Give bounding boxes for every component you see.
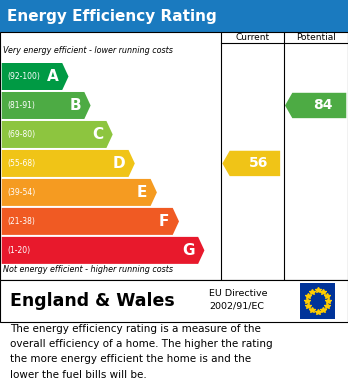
Text: (55-68): (55-68) — [7, 159, 35, 168]
Text: (21-38): (21-38) — [7, 217, 35, 226]
Text: D: D — [112, 156, 125, 171]
Text: 84: 84 — [313, 99, 333, 113]
Text: Energy Efficiency Rating: Energy Efficiency Rating — [7, 9, 217, 23]
Text: Not energy efficient - higher running costs: Not energy efficient - higher running co… — [3, 265, 174, 274]
Polygon shape — [2, 179, 157, 206]
Text: E: E — [137, 185, 147, 200]
Polygon shape — [2, 121, 113, 148]
Text: (39-54): (39-54) — [7, 188, 35, 197]
Text: (92-100): (92-100) — [7, 72, 40, 81]
Text: C: C — [92, 127, 103, 142]
Polygon shape — [2, 150, 135, 177]
Polygon shape — [222, 151, 280, 176]
Polygon shape — [285, 93, 346, 118]
Text: The energy efficiency rating is a measure of the
overall efficiency of a home. T: The energy efficiency rating is a measur… — [10, 324, 273, 380]
Text: A: A — [47, 69, 59, 84]
Text: F: F — [159, 214, 169, 229]
Polygon shape — [2, 208, 179, 235]
Text: England & Wales: England & Wales — [10, 292, 175, 310]
Text: 56: 56 — [249, 156, 268, 170]
Polygon shape — [2, 63, 69, 90]
Text: (69-80): (69-80) — [7, 130, 35, 139]
Text: G: G — [182, 243, 195, 258]
Text: Current: Current — [235, 33, 269, 42]
Text: Very energy efficient - lower running costs: Very energy efficient - lower running co… — [3, 46, 173, 55]
Text: B: B — [69, 98, 81, 113]
Polygon shape — [2, 92, 90, 119]
Text: EU Directive
2002/91/EC: EU Directive 2002/91/EC — [209, 289, 267, 311]
Text: Potential: Potential — [296, 33, 336, 42]
Text: (1-20): (1-20) — [7, 246, 30, 255]
Text: (81-91): (81-91) — [7, 101, 35, 110]
Polygon shape — [2, 237, 204, 264]
